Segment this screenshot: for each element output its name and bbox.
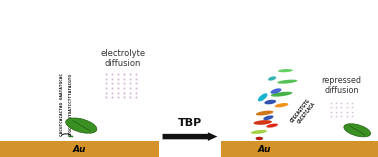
Text: GTGCAGTGTG: GTGCAGTGTG: [290, 98, 311, 124]
Ellipse shape: [263, 115, 274, 120]
Bar: [221, 141, 378, 157]
Text: Au: Au: [73, 145, 86, 154]
Ellipse shape: [275, 103, 288, 107]
Ellipse shape: [266, 124, 278, 128]
Ellipse shape: [256, 111, 273, 115]
Ellipse shape: [271, 92, 293, 97]
Text: CACGTCACACTAG GAATATGCAC: CACGTCACACTAG GAATATGCAC: [60, 73, 64, 136]
Ellipse shape: [251, 130, 267, 134]
Text: TBP: TBP: [178, 118, 202, 128]
Text: GTGCAGTGTGATCCTTTATACGTG: GTGCAGTGTGATCCTTTATACGTG: [69, 73, 73, 136]
Text: Au: Au: [258, 145, 271, 154]
Ellipse shape: [254, 120, 272, 125]
Text: repressed
diffusion: repressed diffusion: [321, 76, 361, 95]
Ellipse shape: [268, 76, 276, 81]
Text: electrolyte
diffusion: electrolyte diffusion: [100, 49, 146, 68]
Bar: [0, 141, 159, 157]
Ellipse shape: [66, 118, 97, 133]
Ellipse shape: [344, 124, 370, 137]
Bar: [69, 136, 73, 137]
Ellipse shape: [264, 100, 276, 104]
Circle shape: [256, 137, 263, 140]
Ellipse shape: [277, 80, 297, 84]
Ellipse shape: [278, 69, 293, 72]
Ellipse shape: [270, 88, 282, 94]
Text: CACGTCACA: CACGTCACA: [297, 101, 316, 125]
Ellipse shape: [258, 93, 268, 101]
FancyArrow shape: [163, 132, 217, 141]
